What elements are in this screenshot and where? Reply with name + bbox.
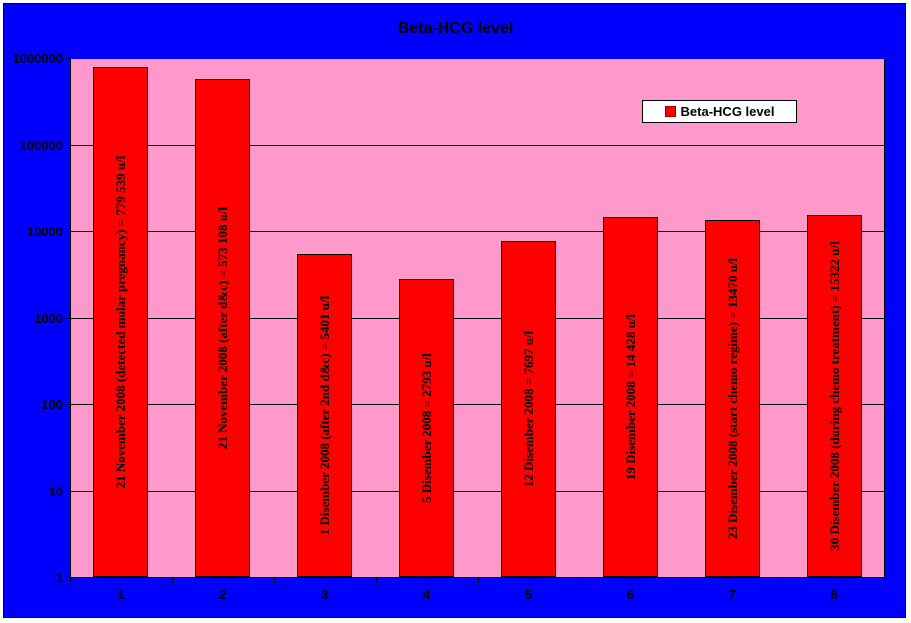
y-axis-tick-label: 100000 [19, 137, 63, 153]
x-axis-category-label: 7 [728, 587, 736, 602]
legend: Beta-HCG level [642, 100, 797, 123]
legend-marker-swatch [664, 106, 676, 117]
chart-title: Beta-HCG level [397, 20, 514, 37]
x-axis-tick [579, 578, 581, 583]
bar: 5 Disember 2008 = 2793 u/l [399, 279, 455, 577]
bar-value-label: 23 Disember 2008 (start chemo regime) = … [724, 257, 740, 540]
bar-value-label: 30 Disember 2008 (during chemo treatment… [826, 241, 842, 551]
bar-value-label: 19 Disember 2008 = 14 428 u/l [622, 313, 638, 481]
x-axis-tick [70, 578, 71, 583]
bar-value-label: 21 November 2008 (after d&c) = 573 108 u… [215, 206, 231, 450]
bar: 19 Disember 2008 = 14 428 u/l [602, 217, 658, 577]
y-axis-tick-label: 10000 [26, 224, 63, 239]
y-axis-tick [65, 144, 70, 146]
bar: 1 Disember 2008 (after 2nd d&c) = 5401 u… [297, 254, 353, 577]
x-axis-tick [885, 578, 886, 583]
x-axis-category-label: 3 [321, 587, 329, 602]
bar: 12 Disember 2008 = 7697 u/l [500, 241, 556, 577]
y-axis-tick-label: 10 [48, 483, 63, 499]
x-axis-category-label: 1 [117, 587, 125, 602]
y-axis-tick-label: 1000 [34, 310, 63, 326]
x-axis-category-label: 6 [626, 587, 634, 602]
y-axis-tick [65, 490, 70, 492]
gridline [71, 490, 884, 492]
bar-value-label: 21 November 2008 (detected molar pregnan… [113, 155, 129, 489]
y-axis-tick [65, 231, 70, 232]
bar-value-label: 1 Disember 2008 (after 2nd d&c) = 5401 u… [317, 295, 333, 536]
plot-area: 21 November 2008 (detected molar pregnan… [70, 59, 885, 578]
gridline [71, 231, 884, 232]
y-axis-tick-label: 1000000 [12, 51, 63, 66]
x-axis-tick [783, 578, 785, 583]
bar-value-label: 5 Disember 2008 = 2793 u/l [419, 353, 435, 503]
bar: 21 November 2008 (after d&c) = 573 108 u… [195, 79, 251, 577]
x-axis-category-label: 5 [524, 587, 533, 602]
x-axis-tick [477, 578, 479, 583]
gridline [71, 144, 884, 146]
bar-value-label: 12 Disember 2008 = 7697 u/l [520, 330, 536, 488]
legend-label: Beta-HCG level [680, 104, 775, 119]
x-axis-category-label: 2 [219, 587, 227, 602]
y-axis-tick [65, 577, 70, 578]
gridline [71, 317, 884, 319]
x-axis-category-label: 8 [830, 587, 838, 602]
y-axis-tick [65, 58, 70, 59]
y-axis-tick [65, 317, 70, 319]
bar: 30 Disember 2008 (during chemo treatment… [806, 215, 862, 577]
y-axis-tick-label: 1 [55, 570, 63, 585]
bar: 21 November 2008 (detected molar pregnan… [93, 67, 149, 577]
gridline [71, 404, 884, 405]
x-axis-tick [171, 578, 173, 583]
x-axis-category-label: 4 [422, 587, 431, 602]
x-axis-tick [273, 578, 275, 583]
y-axis-tick-label: 100 [41, 397, 63, 412]
y-axis-tick [65, 404, 70, 405]
x-axis-tick [681, 578, 683, 583]
bar: 23 Disember 2008 (start chemo regime) = … [704, 220, 760, 577]
x-axis-tick [375, 578, 377, 583]
